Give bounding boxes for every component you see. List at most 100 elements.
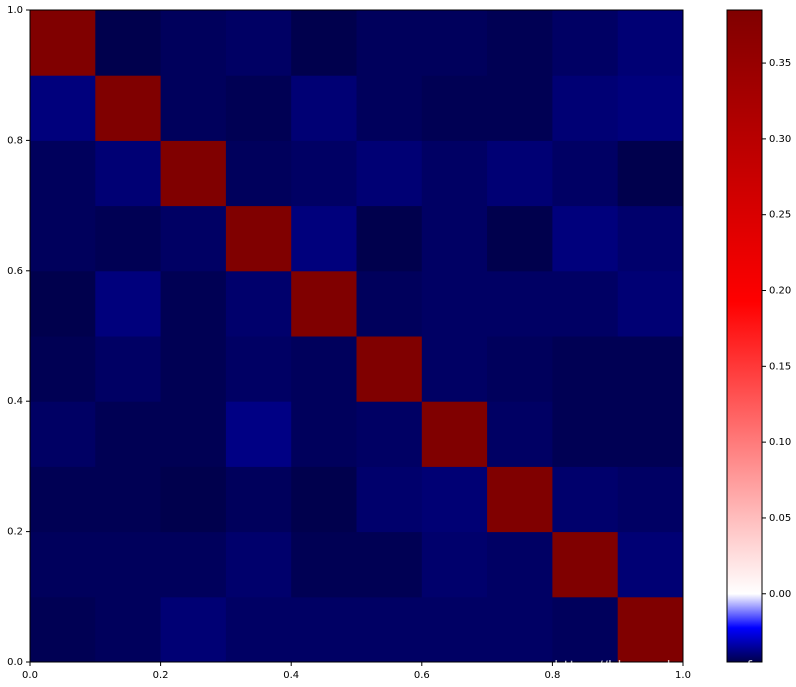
heatmap-cell bbox=[356, 596, 423, 663]
watermark: https://blog.csdn.net/rosefun96 bbox=[554, 658, 790, 676]
heatmap-cell bbox=[160, 401, 227, 467]
heatmap-cell bbox=[95, 75, 162, 141]
colorbar-tick-label: 0.05 bbox=[769, 513, 791, 524]
heatmap-cell bbox=[30, 75, 96, 141]
y-tick-label: 0.2 bbox=[7, 527, 23, 538]
heatmap-cell bbox=[160, 531, 227, 598]
heatmap-cell bbox=[225, 75, 292, 141]
heatmap-cell bbox=[160, 270, 227, 337]
heatmap-cell bbox=[487, 205, 553, 272]
heatmap-cell bbox=[30, 466, 96, 533]
heatmap-cell bbox=[487, 336, 553, 402]
heatmap-cell bbox=[95, 140, 162, 207]
heatmap-cell bbox=[291, 531, 357, 598]
heatmap-cell bbox=[30, 205, 96, 272]
heatmap-cell bbox=[421, 466, 488, 533]
heatmap-cell bbox=[487, 270, 553, 337]
heatmap-cell bbox=[291, 205, 357, 272]
heatmap-cell bbox=[291, 10, 357, 76]
heatmap-cell bbox=[160, 596, 227, 663]
y-tick-label: 0.8 bbox=[7, 135, 23, 146]
heatmap-cell bbox=[225, 270, 292, 337]
heatmap-cell bbox=[487, 75, 553, 141]
heatmap-cell bbox=[421, 336, 488, 402]
heatmap-cell bbox=[30, 531, 96, 598]
heatmap-cell bbox=[160, 10, 227, 76]
heatmap-cell bbox=[552, 596, 619, 663]
x-tick-label: 0.0 bbox=[22, 670, 38, 681]
heatmap-cell bbox=[225, 596, 292, 663]
plot-frame bbox=[29, 9, 684, 663]
heatmap-cell bbox=[552, 10, 619, 76]
heatmap-cell bbox=[552, 270, 619, 337]
colorbar-tick-label: 0.10 bbox=[769, 437, 791, 448]
colorbar-tick-label: 0.15 bbox=[769, 361, 791, 372]
heatmap-cell bbox=[356, 205, 423, 272]
heatmap-cell bbox=[421, 531, 488, 598]
heatmap-cell bbox=[487, 596, 553, 663]
heatmap-cell bbox=[356, 401, 423, 467]
heatmap-cell bbox=[552, 466, 619, 533]
heatmap-cell bbox=[95, 270, 162, 337]
heatmap-cell bbox=[30, 270, 96, 337]
heatmap-cell bbox=[225, 205, 292, 272]
heatmap-cell bbox=[160, 205, 227, 272]
heatmap-cell bbox=[421, 401, 488, 467]
heatmap-cell bbox=[95, 531, 162, 598]
heatmap-cell bbox=[160, 336, 227, 402]
heatmap-cell bbox=[617, 531, 684, 598]
heatmap-cell bbox=[487, 401, 553, 467]
colorbar-tick-label: 0.35 bbox=[769, 58, 791, 69]
x-tick-label: 0.4 bbox=[283, 670, 299, 681]
colorbar-tick-label: 0.30 bbox=[769, 134, 791, 145]
heatmap-cell bbox=[356, 10, 423, 76]
y-tick-label: 1.0 bbox=[7, 5, 23, 16]
heatmap-cell bbox=[95, 205, 162, 272]
heatmap-cell bbox=[487, 466, 553, 533]
heatmap-cell bbox=[160, 75, 227, 141]
heatmap-cell bbox=[356, 336, 423, 402]
heatmap-cell bbox=[617, 140, 684, 207]
heatmap-cell bbox=[617, 75, 684, 141]
y-tick-label: 0.6 bbox=[7, 266, 23, 277]
heatmap-cell bbox=[487, 531, 553, 598]
heatmap-cell bbox=[552, 140, 619, 207]
heatmap-cell bbox=[225, 401, 292, 467]
heatmap-cell bbox=[225, 466, 292, 533]
colorbar-tick-label: 0.00 bbox=[769, 589, 791, 600]
heatmap-cell bbox=[617, 466, 684, 533]
heatmap-cell bbox=[552, 401, 619, 467]
heatmap-cell bbox=[421, 596, 488, 663]
heatmap-cell bbox=[95, 466, 162, 533]
heatmap-cell bbox=[291, 75, 357, 141]
heatmap-cell bbox=[356, 75, 423, 141]
heatmap-cell bbox=[291, 466, 357, 533]
heatmap-cell bbox=[617, 596, 684, 663]
heatmap-cell bbox=[30, 140, 96, 207]
heatmap-cell bbox=[160, 466, 227, 533]
heatmap-cell bbox=[617, 10, 684, 76]
heatmap-cell bbox=[160, 140, 227, 207]
heatmap-cell bbox=[30, 10, 96, 76]
heatmap-cell bbox=[30, 596, 96, 663]
y-tick-label: 0.0 bbox=[7, 657, 23, 668]
heatmap-cell bbox=[30, 336, 96, 402]
heatmap-cell bbox=[552, 205, 619, 272]
heatmap-cell bbox=[421, 10, 488, 76]
heatmap-cell bbox=[421, 205, 488, 272]
heatmap-cell bbox=[617, 336, 684, 402]
heatmap-cell bbox=[421, 270, 488, 337]
x-tick-label: 0.2 bbox=[153, 670, 169, 681]
heatmap-cell bbox=[356, 140, 423, 207]
heatmap-cell bbox=[225, 336, 292, 402]
heatmap-cell bbox=[421, 140, 488, 207]
heatmap-cell bbox=[617, 401, 684, 467]
heatmap-cell bbox=[225, 10, 292, 76]
heatmap-cell bbox=[356, 466, 423, 533]
heatmap-cell bbox=[95, 336, 162, 402]
heatmap-cell bbox=[617, 270, 684, 337]
heatmap-cell bbox=[291, 401, 357, 467]
colorbar-tick-label: 0.20 bbox=[769, 286, 791, 297]
heatmap-cell bbox=[552, 75, 619, 141]
heatmap-cell bbox=[356, 270, 423, 337]
